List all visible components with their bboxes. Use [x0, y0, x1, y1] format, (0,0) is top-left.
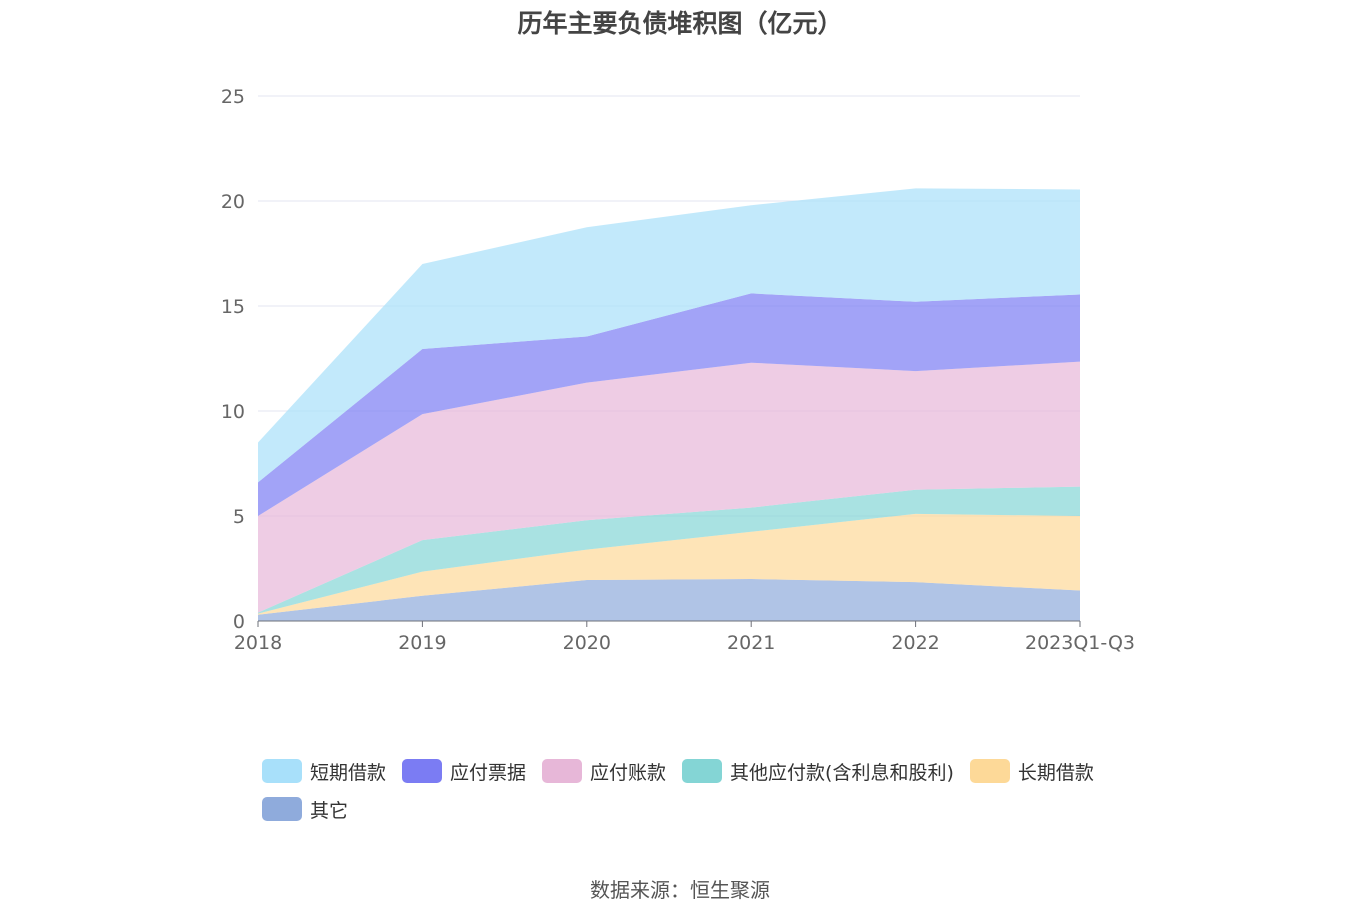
x-tick-label: 2019: [398, 632, 446, 654]
legend-swatch: [969, 759, 1010, 783]
area-series-3: [258, 361, 1080, 613]
y-tick-label: 20: [221, 191, 245, 213]
legend-label: 短期借款: [310, 761, 387, 784]
legend-swatch: [402, 759, 443, 783]
x-tick-label: 2021: [727, 632, 775, 654]
axes: 0 5 10 15 20 25 2018 2019 2020 2021 2022 2023Q1-Q3: [221, 86, 1135, 654]
area-series-5: [258, 188, 1080, 483]
legend-item[interactable]: 长期借款: [969, 758, 1094, 784]
x-tick-label: 2023Q1-Q3: [1025, 632, 1135, 654]
area-series-0: [258, 579, 1080, 621]
x-tick-label: 2022: [891, 632, 939, 654]
legend: 短期借款 应付票据 应付账款 其他应付款(含利息和股利) 长期借款其它: [262, 758, 1142, 822]
chart-title: 历年主要负债堆积图（亿元）: [517, 9, 843, 38]
area-series: [258, 188, 1080, 621]
area-series-4: [258, 293, 1080, 516]
legend-label: 其他应付款(含利息和股利): [730, 761, 954, 784]
data-source: 数据来源：恒生聚源: [590, 878, 770, 902]
y-tick-label: 10: [221, 401, 245, 423]
legend-swatch: [542, 759, 583, 783]
y-tick-label: 15: [221, 296, 245, 318]
y-tick-label: 25: [221, 86, 245, 108]
legend-swatch: [262, 797, 302, 821]
legend-label: 其它: [310, 799, 349, 822]
legend-label: 应付票据: [450, 761, 527, 784]
legend-item[interactable]: 其他应付款(含利息和股利): [682, 758, 954, 784]
legend-item[interactable]: 应付账款: [542, 758, 666, 784]
area-series-2: [258, 486, 1080, 614]
y-tick-label: 0: [233, 611, 245, 633]
legend-swatch: [682, 759, 723, 783]
legend-item[interactable]: 短期借款: [262, 758, 386, 784]
legend-item[interactable]: 应付票据: [402, 758, 526, 784]
legend-label: 长期借款: [1017, 761, 1094, 784]
legend-label: 应付账款: [590, 761, 667, 784]
legend-item[interactable]: 其它: [262, 796, 348, 822]
x-tick-label: 2018: [234, 632, 282, 654]
area-series-1: [258, 513, 1080, 615]
legend-swatch: [262, 759, 302, 783]
x-tick-label: 2020: [563, 632, 611, 654]
y-tick-label: 5: [233, 506, 245, 528]
